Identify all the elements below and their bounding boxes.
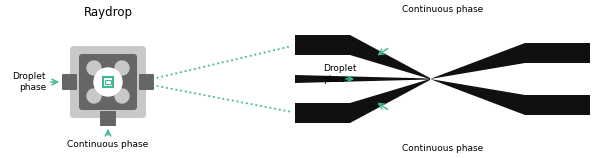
Text: Continuous phase: Continuous phase <box>402 5 483 14</box>
Polygon shape <box>525 43 590 63</box>
Polygon shape <box>295 35 350 55</box>
Polygon shape <box>295 75 430 83</box>
Text: Continuous phase: Continuous phase <box>67 140 148 149</box>
Circle shape <box>87 61 101 75</box>
Polygon shape <box>525 95 590 115</box>
Bar <box>103 77 113 87</box>
Polygon shape <box>430 79 525 115</box>
FancyBboxPatch shape <box>70 46 146 118</box>
Text: Droplet
phase: Droplet phase <box>13 72 46 92</box>
Text: Droplet
phase: Droplet phase <box>323 64 356 84</box>
Circle shape <box>87 89 101 103</box>
Bar <box>105 80 111 84</box>
FancyBboxPatch shape <box>139 74 154 90</box>
Polygon shape <box>430 43 525 79</box>
FancyBboxPatch shape <box>79 54 137 110</box>
Polygon shape <box>350 35 430 79</box>
Text: Raydrop: Raydrop <box>83 6 132 19</box>
Circle shape <box>94 68 122 96</box>
Text: Continuous phase: Continuous phase <box>402 144 483 153</box>
Circle shape <box>115 61 129 75</box>
FancyBboxPatch shape <box>62 74 77 90</box>
Polygon shape <box>350 79 430 123</box>
Polygon shape <box>295 103 350 123</box>
Circle shape <box>115 89 129 103</box>
FancyBboxPatch shape <box>100 111 116 126</box>
